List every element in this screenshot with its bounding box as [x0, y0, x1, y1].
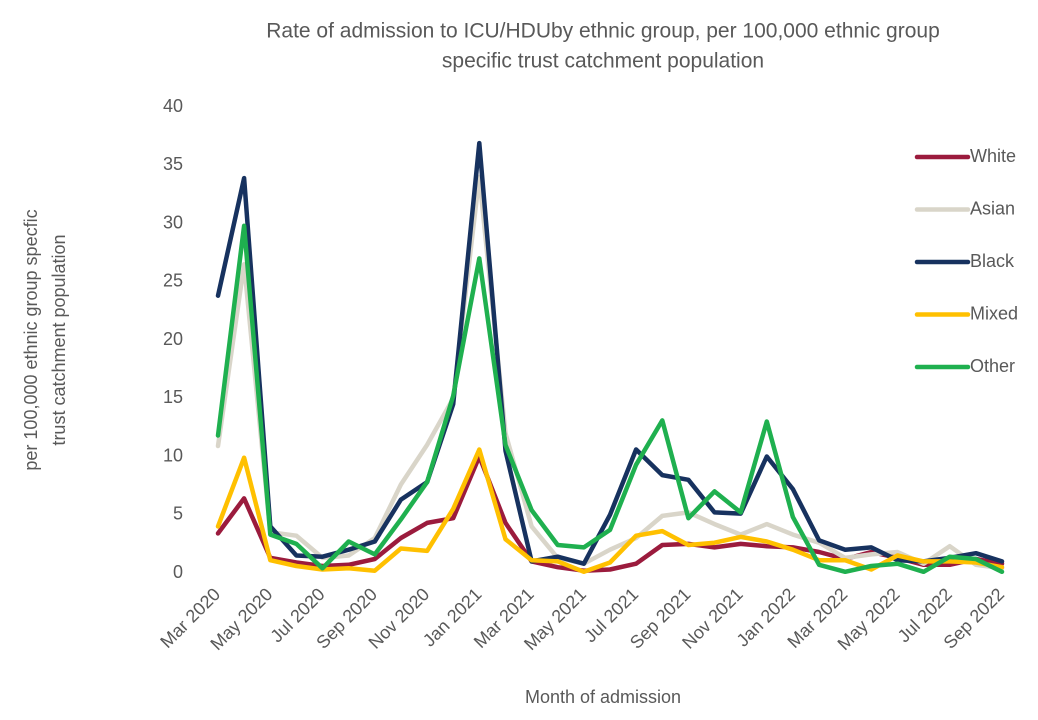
chart-title: specific trust catchment population	[442, 50, 764, 73]
y-tick-label: 40	[163, 96, 183, 116]
chart-title: Rate of admission to ICU/HDUby ethnic gr…	[266, 20, 940, 43]
y-tick-label: 10	[163, 445, 183, 465]
y-tick-label: 20	[163, 329, 183, 349]
series-line	[215, 140, 1005, 566]
series-line	[215, 454, 1005, 573]
legend-label: Black	[970, 251, 1015, 271]
legend-label: Mixed	[970, 303, 1018, 323]
y-tick-label: 35	[163, 154, 183, 174]
series-line	[215, 223, 1005, 575]
y-tick-label: 5	[173, 504, 183, 524]
legend-label: Asian	[970, 198, 1015, 218]
series-line	[215, 447, 1005, 575]
y-axis-title: trust catchment population	[49, 234, 69, 445]
x-axis-title: Month of admission	[525, 687, 681, 707]
series-line	[215, 174, 1005, 571]
y-tick-label: 15	[163, 387, 183, 407]
legend-label: White	[970, 146, 1016, 166]
y-tick-label: 30	[163, 212, 183, 232]
y-tick-label: 25	[163, 271, 183, 291]
y-tick-label: 0	[173, 562, 183, 582]
y-axis-title: per 100,000 ethnic group specfic	[21, 209, 41, 470]
legend-label: Other	[970, 356, 1015, 376]
